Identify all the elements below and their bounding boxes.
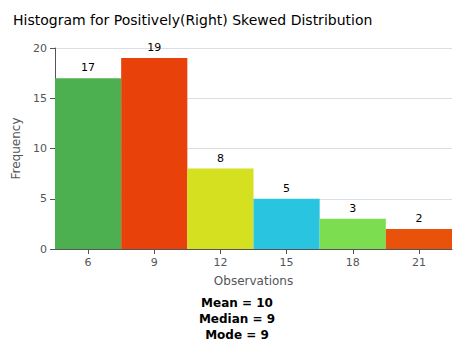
svg-text:Mode = 9: Mode = 9 <box>205 328 269 342</box>
svg-text:15: 15 <box>280 256 294 269</box>
svg-text:3: 3 <box>349 202 356 215</box>
svg-text:6: 6 <box>85 256 92 269</box>
svg-text:18: 18 <box>346 256 360 269</box>
svg-text:2: 2 <box>415 212 422 225</box>
svg-text:20: 20 <box>33 42 47 55</box>
svg-text:15: 15 <box>33 92 47 105</box>
svg-text:5: 5 <box>283 182 290 195</box>
svg-text:12: 12 <box>213 256 227 269</box>
svg-text:9: 9 <box>151 256 158 269</box>
svg-text:5: 5 <box>40 192 47 205</box>
svg-text:0: 0 <box>40 243 47 256</box>
svg-text:Frequency: Frequency <box>9 118 23 180</box>
svg-text:8: 8 <box>217 152 224 165</box>
svg-text:17: 17 <box>81 61 95 74</box>
svg-text:10: 10 <box>33 142 47 155</box>
svg-text:21: 21 <box>412 256 426 269</box>
svg-text:Mean = 10: Mean = 10 <box>201 296 273 310</box>
svg-text:Median = 9: Median = 9 <box>199 312 275 326</box>
svg-text:19: 19 <box>147 41 161 54</box>
svg-text:Histogram for Positively(Right: Histogram for Positively(Right) Skewed D… <box>13 12 372 28</box>
svg-text:Observations: Observations <box>214 274 293 288</box>
